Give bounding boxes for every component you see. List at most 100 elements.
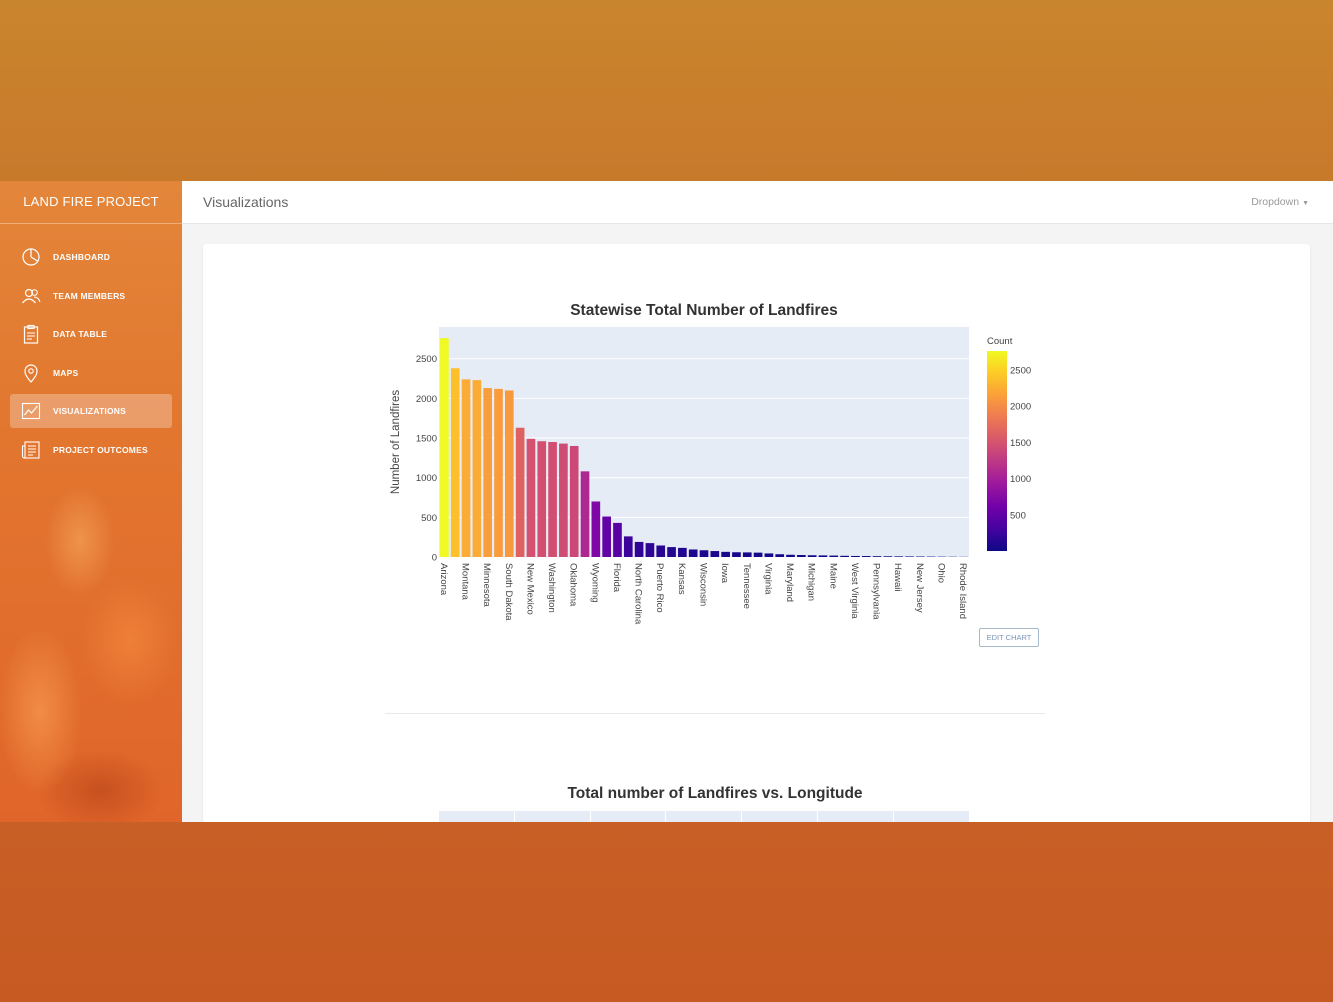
bar	[591, 501, 601, 557]
chart-title: Statewise Total Number of Landfires	[570, 302, 838, 319]
x-tick-label: Wyoming	[589, 563, 600, 603]
gridline	[893, 811, 894, 822]
bar	[840, 555, 849, 557]
bar	[559, 443, 568, 557]
bar	[905, 556, 914, 557]
bar	[861, 556, 871, 557]
bar	[526, 438, 536, 557]
colorbar-tick-label: 1500	[1010, 438, 1031, 449]
page-title: Visualizations	[203, 194, 289, 210]
x-tick-label: Maryland	[784, 563, 795, 602]
x-tick-label: Iowa	[719, 563, 730, 584]
bar	[797, 555, 806, 557]
x-tick-label: Virginia	[762, 563, 773, 595]
x-tick-label: Washington	[546, 563, 557, 613]
x-tick-label: Puerto Rico	[654, 563, 665, 613]
bar	[634, 541, 644, 557]
sidebar-item-label: DATA TABLE	[53, 329, 108, 339]
clipboard-icon	[21, 324, 41, 344]
bar	[818, 555, 828, 557]
sidebar-item-label: TEAM MEMBERS	[53, 290, 126, 301]
colorbar-tick-label: 1000	[1010, 474, 1031, 485]
colorbar-tick-label: 500	[1010, 510, 1026, 521]
sidebar-item-team-members[interactable]: TEAM MEMBERS	[10, 279, 172, 313]
x-tick-label: Rhode Island	[957, 563, 968, 619]
bar	[548, 442, 557, 557]
x-tick-label: South Dakota	[503, 563, 514, 621]
y-axis-label: Number of Landfires	[390, 390, 402, 494]
colorbar-tick-label: 2000	[1010, 402, 1031, 413]
bar	[569, 445, 579, 557]
chart-divider	[385, 713, 1045, 714]
bar	[623, 536, 633, 557]
bar	[688, 549, 698, 557]
pie-chart-icon	[21, 247, 41, 267]
bar	[753, 552, 763, 557]
statewise-landfires-chart: 0 500 1000 1500 2000 2500 Statewise Total Numb…	[390, 302, 1031, 625]
x-tick-label: Arizona	[438, 563, 449, 596]
gridline	[514, 811, 515, 822]
bar	[494, 388, 503, 557]
visualization-card: 0 500 1000 1500 2000 2500 Statewise Total Numb…	[203, 244, 1310, 822]
y-tick-label: 500	[421, 513, 437, 524]
news-icon	[21, 440, 41, 460]
users-icon	[21, 286, 41, 306]
sidebar-item-maps[interactable]: MAPS	[10, 356, 172, 390]
sidebar-item-label: MAPS	[53, 367, 79, 378]
bar	[678, 547, 687, 557]
x-tick-label: Maine	[827, 563, 838, 589]
sidebar-item-dashboard[interactable]: DASHBOARD	[10, 240, 172, 274]
y-tick-label: 1000	[416, 473, 437, 484]
gridline	[665, 811, 666, 822]
bar	[732, 552, 741, 557]
sidebar-item-label: VISUALIZATIONS	[53, 406, 127, 416]
sidebar-item-data-table[interactable]: DATA TABLE	[10, 317, 172, 351]
x-tick-label: New Mexico	[524, 563, 535, 615]
bar	[894, 556, 904, 557]
longitude-chart-plot-area	[439, 811, 969, 822]
x-tick-label: Florida	[611, 563, 622, 593]
bar	[504, 390, 514, 557]
colorbar-title: Count	[987, 336, 1013, 347]
longitude-chart-title: Total number of Landfires vs. Longitude	[567, 785, 863, 802]
bar	[721, 551, 730, 557]
bar	[537, 441, 547, 557]
x-tick-label: Oklahoma	[568, 563, 579, 607]
x-tick-label: Pennsylvania	[871, 563, 882, 620]
bar	[667, 547, 676, 557]
x-tick-label: North Carolina	[633, 563, 644, 625]
bar	[883, 556, 893, 557]
x-tick-label: Minnesota	[481, 563, 492, 608]
dropdown-menu[interactable]: Dropdown ▼	[1251, 196, 1309, 208]
bar	[656, 545, 666, 557]
brand-title[interactable]: LAND FIRE PROJECT	[0, 181, 182, 224]
y-tick-label: 1500	[416, 434, 437, 445]
x-tick-label: West Virginia	[849, 563, 860, 619]
caret-down-icon: ▼	[1302, 200, 1309, 207]
x-tick-label: Ohio	[935, 563, 946, 583]
bar	[775, 554, 785, 557]
bar	[580, 471, 590, 557]
bar	[807, 555, 817, 557]
bar	[602, 516, 611, 557]
sidebar-item-label: DASHBOARD	[53, 252, 111, 262]
sidebar-item-project-outcomes[interactable]: PROJECT OUTCOMES	[10, 433, 172, 467]
x-tick-label: Kansas	[676, 563, 687, 595]
gridline	[817, 811, 818, 822]
app-window: LAND FIRE PROJECT DASHBOARD TEAM MEMBERS D…	[0, 181, 1333, 822]
bar	[450, 368, 460, 557]
sidebar-item-visualizations[interactable]: VISUALIZATIONS	[10, 394, 172, 428]
bar	[742, 552, 752, 557]
bar	[613, 522, 622, 557]
gridline	[590, 811, 591, 822]
bar	[515, 427, 525, 557]
sidebar-item-label: PROJECT OUTCOMES	[53, 444, 148, 455]
edit-chart-button[interactable]: EDIT CHART	[979, 628, 1039, 647]
dropdown-label: Dropdown	[1251, 196, 1300, 208]
x-tick-label: Michigan	[806, 563, 817, 601]
sidebar: LAND FIRE PROJECT DASHBOARD TEAM MEMBERS D…	[0, 181, 182, 822]
gridline	[741, 811, 742, 822]
main-content: Visualizations Dropdown ▼ 0 500 1000 1500 200…	[182, 181, 1333, 822]
sidebar-nav: DASHBOARD TEAM MEMBERS DATA TABLE MAPS VISUA…	[0, 224, 182, 467]
bar	[483, 388, 492, 557]
